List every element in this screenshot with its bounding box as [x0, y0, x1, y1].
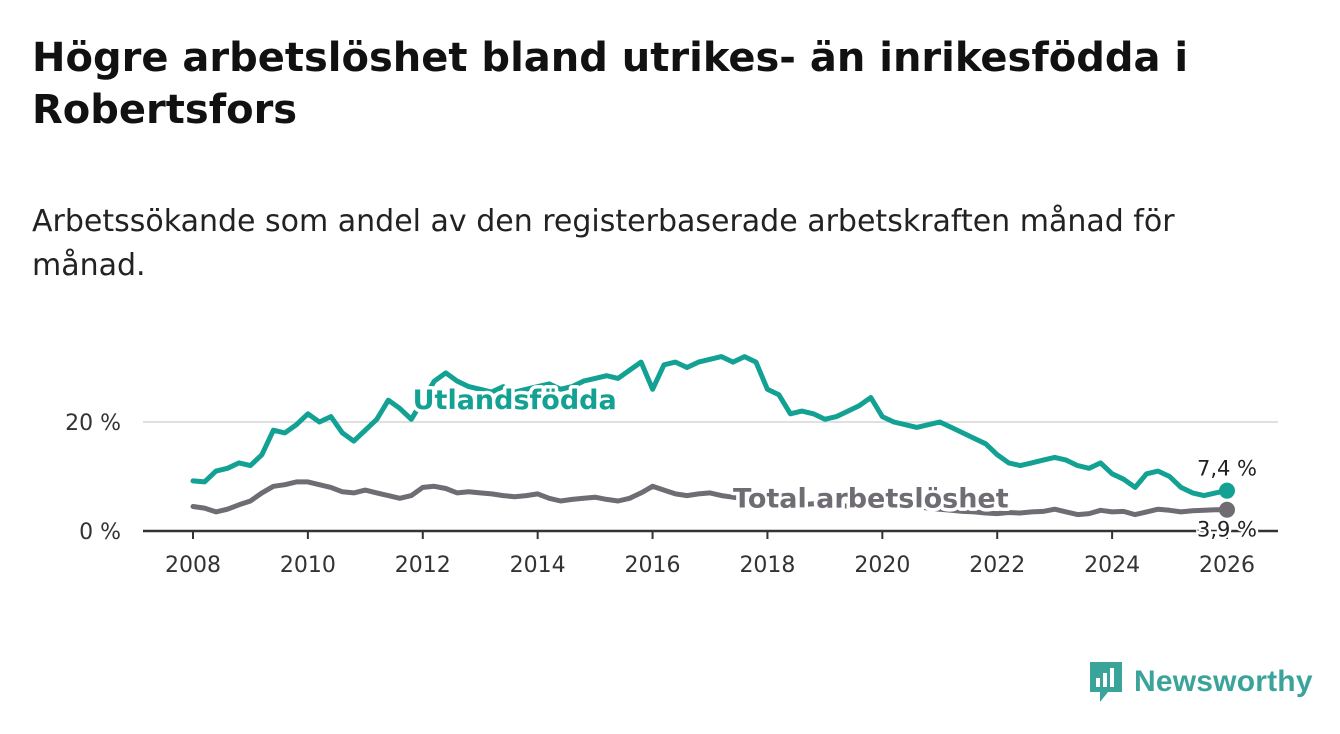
- label-layer: 0 % 20 % 2008 2010 2012 2014 2016 2018 2020 2022 2…: [65, 382, 1259, 578]
- x-tick-label: 2018: [739, 553, 795, 578]
- series-annotation-total-arbetsloshet: Total arbetslöshet: [733, 483, 1009, 514]
- series-line-total-arbetsloshet: [190, 479, 1230, 518]
- brand-name: Newsworthy: [1134, 665, 1313, 698]
- x-tick-label: 2014: [510, 553, 566, 578]
- y-tick-label: 20 %: [65, 411, 121, 436]
- end-value-label-utlandsfodda: 7,4 %: [1197, 457, 1257, 481]
- chart-title: Högre arbetslöshet bland utrikes- än inr…: [32, 35, 1189, 133]
- y-tick-label: 0 %: [79, 520, 121, 545]
- series-endpoint-utlandsfodda: [1219, 482, 1235, 499]
- end-value-label-total-arbetsloshet: 3,9 %: [1197, 518, 1257, 542]
- x-tick-label: 2010: [280, 553, 336, 578]
- brand-logo: Newsworthy: [1088, 660, 1313, 704]
- x-tick-label: 2012: [395, 553, 451, 578]
- x-tick-label: 2008: [165, 553, 221, 578]
- x-tick-label: 2022: [969, 553, 1025, 578]
- x-tick-label: 2024: [1084, 553, 1140, 578]
- x-tick-label: 2026: [1199, 553, 1255, 578]
- series-endpoint-total-arbetsloshet: [1219, 501, 1235, 518]
- x-tick-label: 2016: [625, 553, 681, 578]
- series-line-utlandsfodda: [190, 354, 1230, 499]
- x-tick-label: 2020: [854, 553, 910, 578]
- bar-chart-icon: [1090, 662, 1122, 702]
- series-layer: [190, 354, 1235, 518]
- series-annotation-utlandsfodda: Utlandsfödda: [413, 385, 617, 416]
- grid-layer: [143, 421, 1278, 539]
- chart-subtitle: Arbetssökande som andel av den registerb…: [32, 204, 1175, 283]
